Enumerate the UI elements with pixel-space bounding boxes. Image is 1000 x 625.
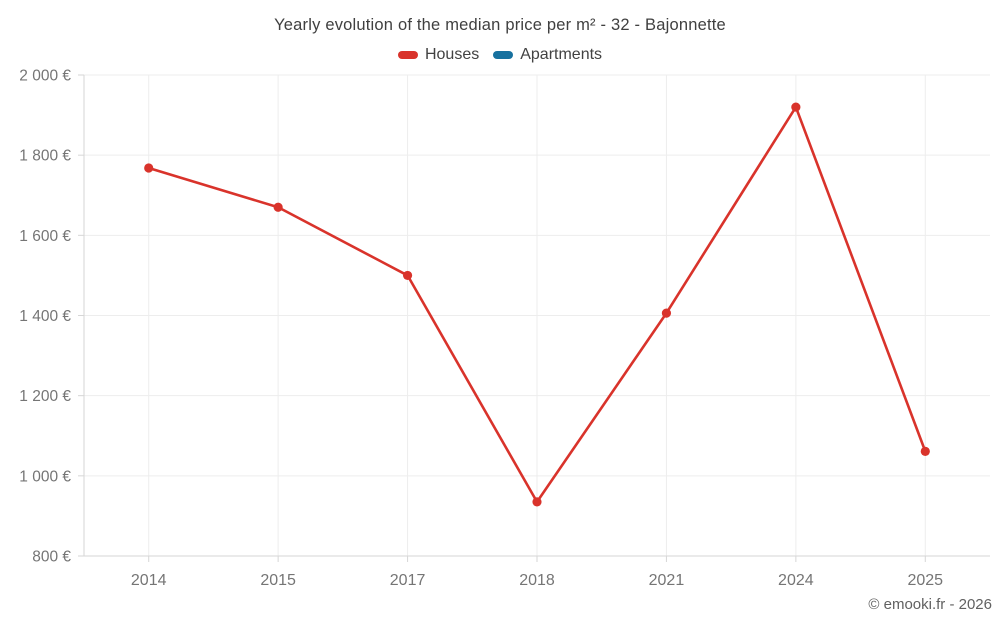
legend-label-houses: Houses <box>424 46 480 63</box>
y-tick-label: 800 € <box>32 549 71 566</box>
x-tick-label: 2017 <box>390 572 426 589</box>
x-tick-label: 2021 <box>649 572 685 589</box>
data-point-houses-2017[interactable] <box>402 270 413 281</box>
data-point-houses-2018[interactable] <box>532 497 542 507</box>
chart-title: Yearly evolution of the median price per… <box>274 16 726 34</box>
legend-label-apartments: Apartments <box>520 46 603 63</box>
legend-item-apartments[interactable]: Apartments <box>493 46 602 64</box>
y-tick-label: 1 000 € <box>19 468 71 485</box>
y-tick-label: 1 800 € <box>19 148 71 165</box>
x-tick-label: 2015 <box>260 572 296 589</box>
x-tick-label: 2014 <box>131 572 167 589</box>
data-point-houses-2021[interactable] <box>661 308 672 318</box>
x-tick-label: 2018 <box>519 572 555 589</box>
x-tick-label: 2025 <box>907 572 943 589</box>
y-tick-label: 2 000 € <box>19 68 71 85</box>
y-tick-label: 1 400 € <box>19 308 71 325</box>
legend-swatch-apartments <box>493 51 514 59</box>
x-tick-label: 2024 <box>778 572 814 589</box>
y-tick-label: 1 200 € <box>19 388 71 405</box>
legend-swatch-houses <box>397 51 418 59</box>
data-point-houses-2024[interactable] <box>791 102 801 112</box>
data-point-houses-2014[interactable] <box>144 163 154 173</box>
legend: Houses Apartments <box>0 46 1000 64</box>
data-point-houses-2015[interactable] <box>273 202 283 212</box>
legend-item-houses[interactable]: Houses <box>397 46 480 64</box>
data-point-houses-2025[interactable] <box>920 446 930 456</box>
y-tick-label: 1 600 € <box>19 228 71 245</box>
copyright-text: © emooki.fr - 2026 <box>868 596 992 613</box>
